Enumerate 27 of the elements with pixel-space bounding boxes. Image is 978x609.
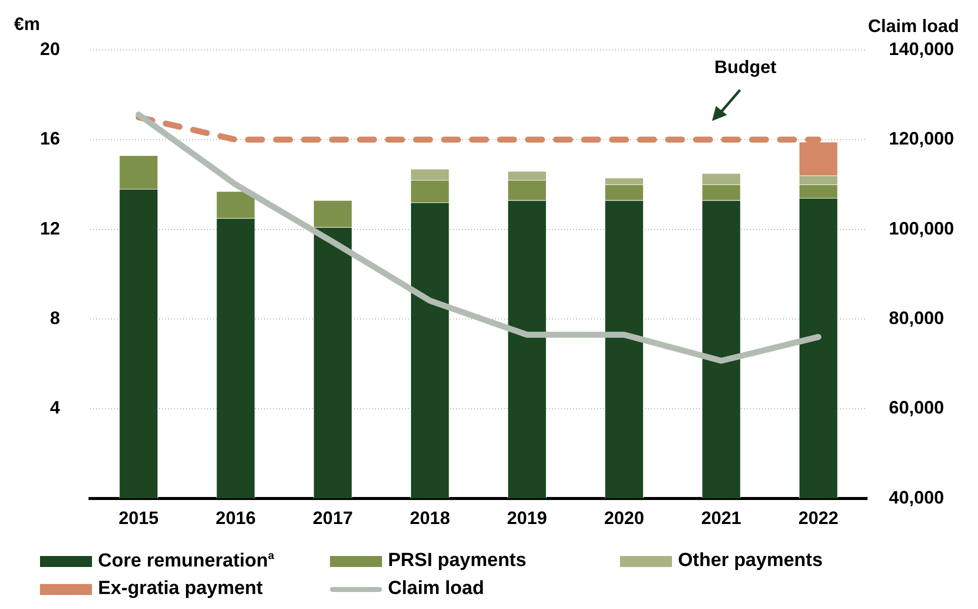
y2-tick-label: 80,000	[888, 308, 944, 328]
y2-tick-label: 60,000	[888, 398, 944, 418]
y2-axis-title: Claim load	[868, 16, 960, 37]
y-axis-title: €m	[14, 14, 40, 35]
legend-label: Other payments	[678, 550, 823, 572]
y-tick-label: 12	[40, 218, 60, 238]
legend-label: Core remuneration$^{a}$	[98, 550, 274, 572]
y2-tick-label: 40,000	[888, 487, 944, 508]
y2-tick-label: 120,000	[888, 128, 954, 149]
y-tick-label: 16	[40, 128, 60, 149]
y2-tick-label: 100,000	[888, 218, 954, 238]
y-tick-label: 8	[50, 308, 60, 328]
legend-label: Claim load	[388, 578, 484, 600]
x-tick-label: 2017	[312, 508, 353, 528]
x-tick-label: 2019	[507, 508, 548, 528]
x-tick-label: 2015	[118, 508, 159, 528]
annotation: Budget	[714, 56, 776, 77]
x-tick-label: 2020	[604, 508, 644, 528]
x-tick-label: 2022	[798, 508, 838, 528]
y-tick-label: 4	[50, 398, 60, 418]
x-tick-label: 2018	[410, 508, 450, 528]
y2-tick-label: 140,000	[888, 38, 954, 59]
legend-label: PRSI payments	[388, 550, 526, 572]
legend-label: Ex-gratia payment	[98, 578, 263, 600]
y-tick-label: 20	[40, 38, 60, 59]
x-tick-label: 2021	[701, 508, 742, 528]
x-tick-label: 2016	[216, 508, 256, 528]
